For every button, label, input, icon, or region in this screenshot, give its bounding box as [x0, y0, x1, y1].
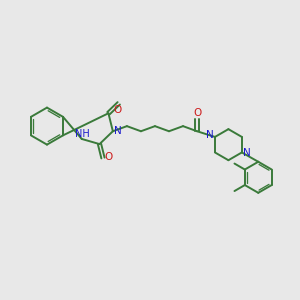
Text: N: N — [243, 148, 251, 158]
Text: N: N — [206, 130, 214, 140]
Text: NH: NH — [75, 129, 90, 139]
Text: N: N — [114, 126, 122, 136]
Text: O: O — [113, 105, 122, 115]
Text: O: O — [105, 152, 113, 161]
Text: O: O — [193, 108, 201, 118]
